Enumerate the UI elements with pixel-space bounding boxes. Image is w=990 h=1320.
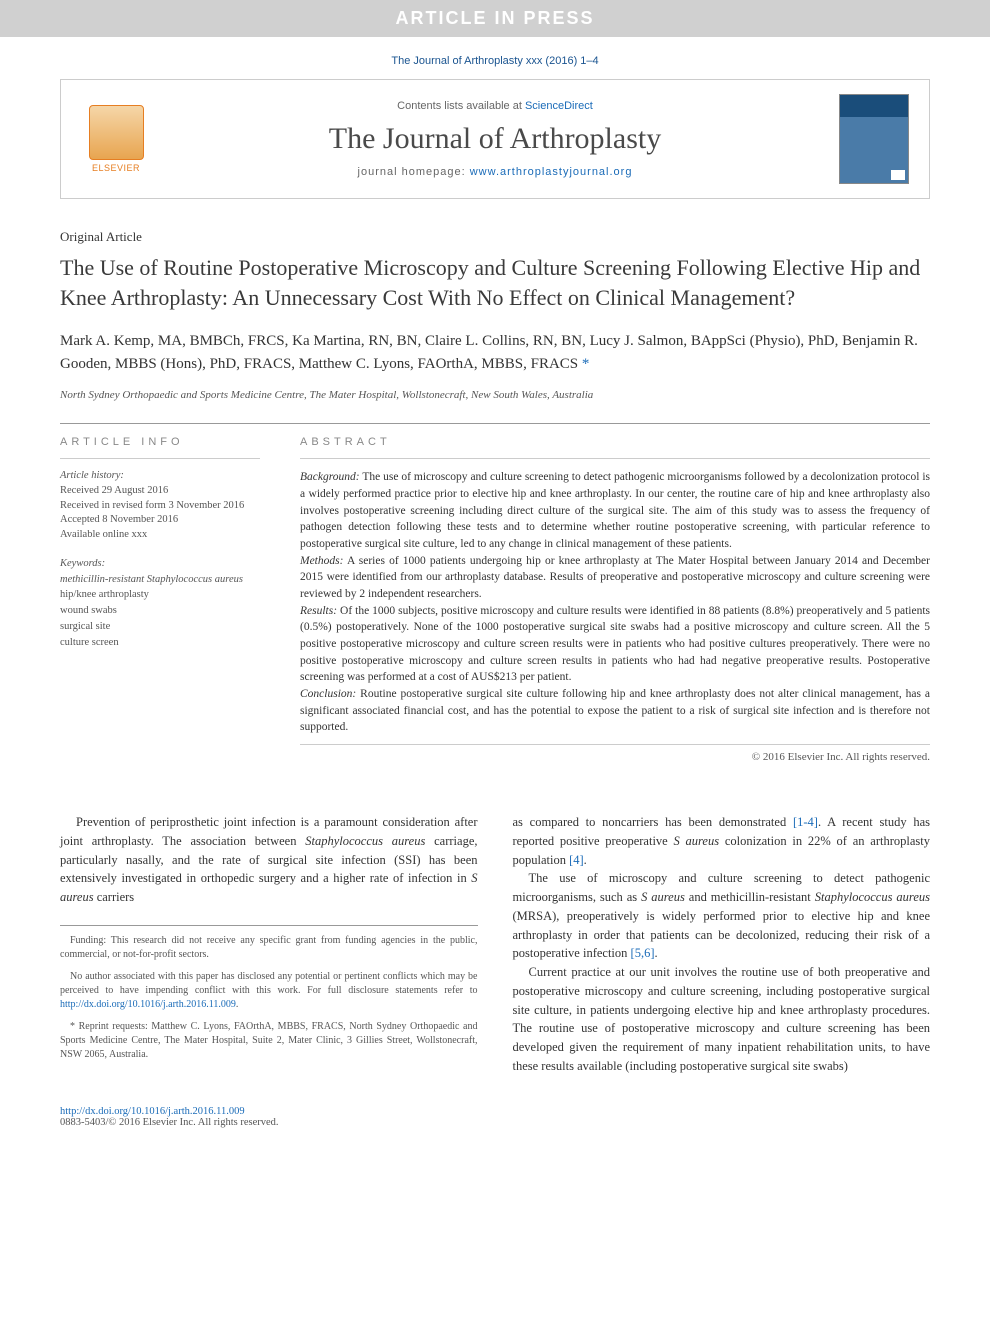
contents-available-line: Contents lists available at ScienceDirec… xyxy=(171,100,819,112)
results-text: Of the 1000 subjects, positive microscop… xyxy=(300,605,930,684)
citation-line: The Journal of Arthroplasty xxx (2016) 1… xyxy=(0,37,990,79)
issn-copyright: 0883-5403/© 2016 Elsevier Inc. All right… xyxy=(60,1117,279,1128)
conclusion-label: Conclusion: xyxy=(300,688,356,700)
keyword: surgical site xyxy=(60,619,260,635)
article-title: The Use of Routine Postoperative Microsc… xyxy=(60,253,930,312)
revised-date: Received in revised form 3 November 2016 xyxy=(60,499,260,514)
conclusion-text: Routine postoperative surgical site cult… xyxy=(300,688,930,733)
homepage-prefix: journal homepage: xyxy=(358,166,470,178)
accepted-date: Accepted 8 November 2016 xyxy=(60,513,260,528)
journal-title: The Journal of Arthroplasty xyxy=(171,122,819,156)
methods-text: A series of 1000 patients undergoing hip… xyxy=(300,555,930,600)
corresponding-author-mark: * xyxy=(578,356,589,372)
elsevier-tree-icon xyxy=(89,105,144,160)
authors-list: Mark A. Kemp, MA, BMBCh, FRCS, Ka Martin… xyxy=(60,330,930,375)
ref-link[interactable]: [5,6] xyxy=(631,946,655,960)
homepage-line: journal homepage: www.arthroplastyjourna… xyxy=(171,166,819,178)
received-date: Received 29 August 2016 xyxy=(60,484,260,499)
background-text: The use of microscopy and culture screen… xyxy=(300,471,930,550)
journal-cover-thumbnail xyxy=(839,94,909,184)
keyword: wound swabs xyxy=(60,603,260,619)
article-info-column: ARTICLE INFO Article history: Received 2… xyxy=(60,424,260,763)
coi-doi-link[interactable]: http://dx.doi.org/10.1016/j.arth.2016.11… xyxy=(60,999,236,1010)
keyword: culture screen xyxy=(60,635,260,651)
authors-text: Mark A. Kemp, MA, BMBCh, FRCS, Ka Martin… xyxy=(60,333,918,372)
article-info-heading: ARTICLE INFO xyxy=(60,424,260,459)
abstract-copyright: © 2016 Elsevier Inc. All rights reserved… xyxy=(300,744,930,763)
elsevier-label: ELSEVIER xyxy=(92,163,140,173)
body-paragraph: as compared to noncarriers has been demo… xyxy=(513,813,931,869)
keyword: hip/knee arthroplasty xyxy=(60,587,260,603)
ref-link[interactable]: [1-4] xyxy=(793,815,818,829)
body-paragraph: The use of microscopy and culture screen… xyxy=(513,869,931,963)
background-label: Background: xyxy=(300,471,360,483)
keywords-block: Keywords: methicillin-resistant Staphylo… xyxy=(60,557,260,650)
reprint-footnote: * Reprint requests: Matthew C. Lyons, FA… xyxy=(60,1020,478,1062)
doi-link[interactable]: http://dx.doi.org/10.1016/j.arth.2016.11… xyxy=(60,1106,245,1117)
article-type: Original Article xyxy=(60,229,930,245)
page-footer: http://dx.doi.org/10.1016/j.arth.2016.11… xyxy=(0,1096,990,1158)
journal-header: ELSEVIER Contents lists available at Sci… xyxy=(60,79,930,199)
body-paragraph: Prevention of periprosthetic joint infec… xyxy=(60,813,478,907)
methods-label: Methods: xyxy=(300,555,343,567)
results-label: Results: xyxy=(300,605,337,617)
ref-link[interactable]: [4] xyxy=(569,853,584,867)
article-in-press-banner: ARTICLE IN PRESS xyxy=(0,0,990,37)
keywords-label: Keywords: xyxy=(60,557,260,572)
abstract-column: ABSTRACT Background: The use of microsco… xyxy=(300,424,930,763)
history-label: Article history: xyxy=(60,469,260,484)
elsevier-logo: ELSEVIER xyxy=(81,99,151,179)
body-column-right: as compared to noncarriers has been demo… xyxy=(513,813,931,1076)
homepage-link[interactable]: www.arthroplastyjournal.org xyxy=(470,166,633,178)
footnotes: Funding: This research did not receive a… xyxy=(60,925,478,1062)
info-abstract-row: ARTICLE INFO Article history: Received 2… xyxy=(60,423,930,763)
funding-footnote: Funding: This research did not receive a… xyxy=(60,934,478,962)
body-column-left: Prevention of periprosthetic joint infec… xyxy=(60,813,478,1076)
body-text-columns: Prevention of periprosthetic joint infec… xyxy=(60,813,930,1076)
contents-prefix: Contents lists available at xyxy=(397,100,525,112)
abstract-heading: ABSTRACT xyxy=(300,424,930,459)
online-date: Available online xxx xyxy=(60,528,260,543)
coi-footnote: No author associated with this paper has… xyxy=(60,970,478,1012)
sciencedirect-link[interactable]: ScienceDirect xyxy=(525,100,593,112)
article-content: Original Article The Use of Routine Post… xyxy=(0,199,990,1096)
keywords-list: methicillin-resistant Staphylococcus aur… xyxy=(60,572,260,651)
history-block: Article history: Received 29 August 2016… xyxy=(60,469,260,542)
abstract-text: Background: The use of microscopy and cu… xyxy=(300,469,930,736)
affiliation: North Sydney Orthopaedic and Sports Medi… xyxy=(60,389,930,401)
header-center: Contents lists available at ScienceDirec… xyxy=(171,100,819,178)
body-paragraph: Current practice at our unit involves th… xyxy=(513,963,931,1076)
keyword: methicillin-resistant Staphylococcus aur… xyxy=(60,572,260,588)
